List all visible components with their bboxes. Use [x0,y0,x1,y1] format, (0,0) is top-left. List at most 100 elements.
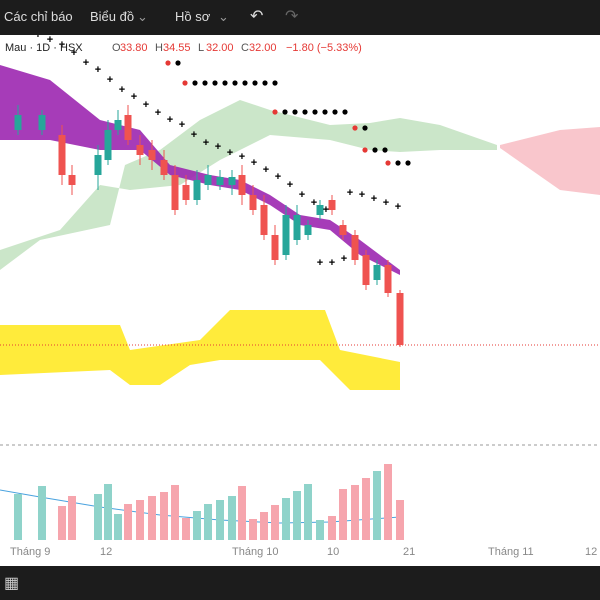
marker-cross: + [107,74,113,86]
volume-bar [182,518,190,540]
ohlc-value: 32.00 [206,42,234,54]
volume-bar [171,485,179,540]
x-axis-label: Tháng 9 [10,546,50,558]
candle-body [328,200,336,210]
x-axis-label: Tháng 11 [488,546,534,558]
marker-dot [282,109,288,115]
marker-dot [302,109,308,115]
volume-bar [216,500,224,540]
marker-cross: + [239,151,245,163]
bottom-bar: ▦ [0,566,600,600]
x-axis-label: 12 [585,546,597,558]
volume-bar [293,491,301,540]
marker-cross: + [311,197,317,209]
marker-dot [272,80,278,86]
volume-bar [68,496,76,540]
marker-dot [342,109,348,115]
marker-cross: + [59,39,65,51]
chart-button[interactable]: Biểu đồ [90,9,135,24]
marker-cross: + [275,171,281,183]
candle-body [396,293,404,345]
x-axis-label: Tháng 10 [232,546,278,558]
volume-bar [104,484,112,540]
marker-cross: + [143,99,149,111]
marker-cross: + [215,141,221,153]
marker-cross: + [47,35,53,46]
candle-body [171,175,179,210]
marker-cross: + [35,35,41,41]
marker-dot [312,109,318,115]
x-axis-label: 21 [403,546,415,558]
marker-dot [292,109,298,115]
marker-dot [252,80,258,86]
candle-body [148,150,156,160]
volume-bar [328,516,336,540]
candle-body [228,177,236,185]
marker-cross: + [191,129,197,141]
candle-body [238,175,246,195]
candle-body [282,215,290,255]
volume-bar [193,511,201,540]
volume-bar [384,464,392,540]
marker-dot [272,109,278,115]
candle-body [339,225,347,235]
marker-cross: + [329,257,335,269]
marker-cross: + [71,47,77,59]
candle-body [136,145,144,155]
marker-cross: + [341,253,347,265]
marker-dot [232,80,238,86]
marker-cross: + [155,107,161,119]
calendar-icon[interactable]: ▦ [4,575,20,592]
candle-body [94,155,102,175]
marker-dot [362,125,368,131]
marker-dot [382,147,388,153]
candle-body [293,215,301,240]
marker-cross: + [323,204,329,216]
candle-body [38,115,46,130]
candle-body [182,185,190,200]
cloud-pink [500,127,600,195]
marker-cross: + [131,91,137,103]
marker-dot [372,147,378,153]
volume-bar [38,486,46,540]
volume-bar [148,496,156,540]
undo-button[interactable]: ↶ [250,8,264,25]
marker-dot [262,80,268,86]
marker-dot [182,80,188,86]
volume-bar [136,500,144,540]
marker-dot [192,80,198,86]
volume-bar [271,505,279,540]
ohlc-label: O [112,42,121,54]
volume-bar [228,496,236,540]
marker-cross: + [347,187,353,199]
change: −1.80 (−5.33%) [286,42,362,54]
marker-cross: + [359,189,365,201]
volume-bar [339,489,347,540]
volume-bar [124,504,132,540]
volume-bar [304,484,312,540]
marker-dot [165,60,171,66]
candle-body [160,160,168,175]
marker-cross: + [395,201,401,213]
marker-dot [322,109,328,115]
profile-button[interactable]: Hồ sơ [175,9,211,24]
marker-cross: + [167,114,173,126]
marker-dot [175,60,181,66]
symbol: Mau · 1D · HSX [5,42,83,54]
candle-body [193,180,201,200]
candle-body [351,235,359,260]
marker-dot [242,80,248,86]
volume-bar [204,504,212,540]
redo-button[interactable]: ↷ [285,8,299,25]
volume-bar [373,471,381,540]
marker-cross: + [383,197,389,209]
candle-body [304,225,312,235]
indicators-button[interactable]: Các chỉ báo [4,9,73,24]
candle-body [384,265,392,293]
candle-body [114,120,122,130]
volume-bar [94,494,102,540]
volume-bar [260,512,268,540]
candle-body [271,235,279,260]
marker-cross: + [287,179,293,191]
